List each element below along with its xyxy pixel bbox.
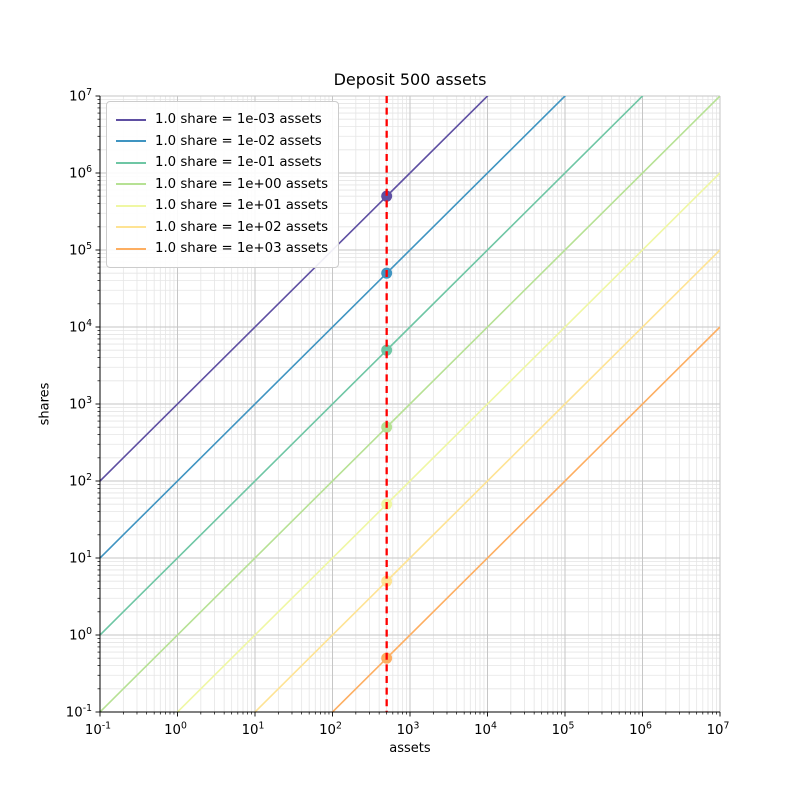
series-line (100, 96, 720, 712)
tick-label: 105 (552, 721, 575, 739)
legend-line-swatch (116, 204, 146, 207)
legend-line-swatch (116, 161, 146, 164)
series-line (100, 96, 644, 636)
y-tick-labels: 10-1 100 101 102 103 104 105 106 107 (66, 87, 92, 721)
tick-label: 10-1 (66, 703, 92, 721)
series-line (253, 249, 720, 712)
legend-label: 1.0 share = 1e-01 assets (155, 155, 322, 170)
legend-line-swatch (116, 118, 146, 121)
tick-label: 10-1 (85, 721, 111, 739)
legend-label: 1.0 share = 1e+00 assets (155, 176, 329, 192)
tick-label: 106 (629, 721, 652, 739)
y-axis-label: shares (37, 382, 53, 426)
tick-label: 107 (69, 87, 92, 105)
legend-label: 1.0 share = 1e+01 assets (155, 198, 329, 213)
marker-dot (381, 575, 393, 587)
x-tick-labels: 10-1 100 101 102 103 104 105 106 107 (85, 721, 730, 739)
tick-label: 101 (242, 721, 265, 739)
tick-label: 102 (319, 721, 342, 739)
tick-label: 103 (69, 395, 92, 413)
legend-label: 1.0 share = 1e-02 assets (155, 133, 322, 149)
marker-dot (381, 190, 393, 202)
legend-item: 1.0 share = 1e+00 assets (116, 174, 328, 196)
legend-item: 1.0 share = 1e-02 assets (116, 131, 328, 153)
legend-line-swatch (116, 140, 146, 143)
tick-label: 101 (69, 549, 92, 567)
legend-label: 1.0 share = 1e+03 assets (155, 241, 329, 256)
tick-label: 104 (474, 721, 497, 739)
chart-title: Deposit 500 assets (333, 70, 487, 89)
legend-item: 1.0 share = 1e-03 assets (116, 109, 328, 131)
tick-label: 100 (69, 626, 92, 644)
legend-label: 1.0 share = 1e+02 assets (155, 219, 329, 235)
axis-ticks (95, 95, 721, 717)
tick-label: 105 (69, 241, 92, 259)
series-line (176, 172, 720, 712)
x-axis-label: assets (389, 741, 431, 756)
tick-label: 107 (707, 721, 730, 739)
series-line (100, 96, 567, 559)
tick-label: 106 (69, 164, 92, 182)
tick-label: 103 (397, 721, 420, 739)
legend-line-swatch (116, 226, 146, 229)
legend-item: 1.0 share = 1e-01 assets (116, 152, 328, 174)
tick-label: 102 (69, 472, 92, 490)
legend: 1.0 share = 1e-03 assets 1.0 share = 1e-0… (106, 101, 340, 268)
tick-label: 104 (69, 318, 92, 336)
legend-item: 1.0 share = 1e+03 assets (116, 238, 328, 260)
series-line (331, 326, 720, 712)
legend-item: 1.0 share = 1e+01 assets (116, 195, 328, 217)
legend-line-swatch (116, 183, 146, 186)
legend-item: 1.0 share = 1e+02 assets (116, 217, 328, 239)
series-line (100, 96, 489, 482)
marker-dot (381, 344, 393, 356)
legend-line-swatch (116, 247, 146, 250)
series-lines (100, 96, 720, 712)
legend-label: 1.0 share = 1e-03 assets (155, 112, 322, 127)
tick-label: 100 (164, 721, 187, 739)
